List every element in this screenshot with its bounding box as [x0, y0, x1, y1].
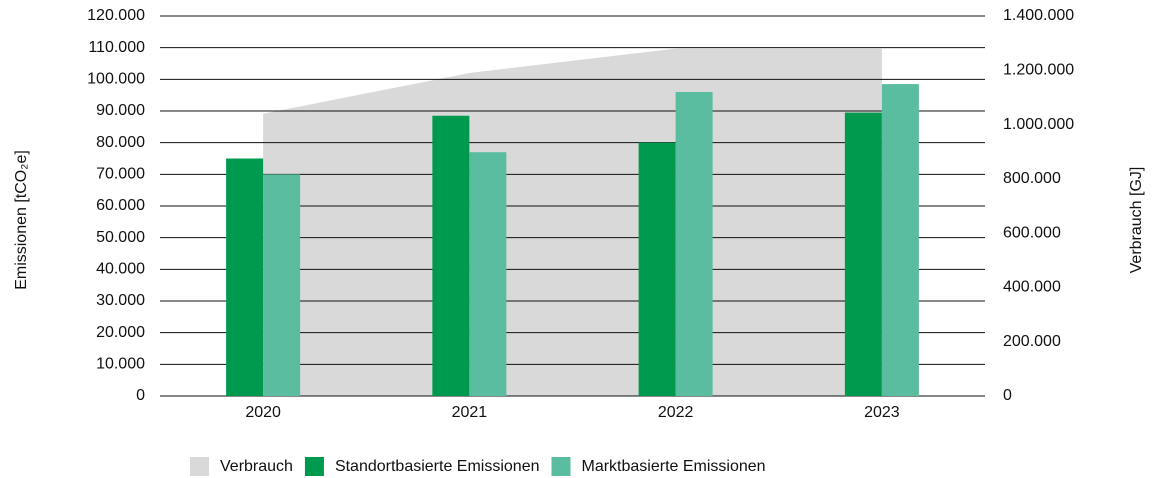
y-tick-label: 50.000	[96, 229, 145, 246]
y-tick-label: 70.000	[96, 166, 145, 183]
x-tick-label: 2021	[452, 404, 488, 421]
y2-tick-label: 400.000	[1003, 279, 1061, 296]
y2-tick-label: 0	[1003, 387, 1012, 404]
legend-swatch	[190, 457, 209, 476]
y2-tick-label: 1.000.000	[1003, 116, 1074, 133]
y-tick-label: 100.000	[87, 71, 145, 88]
x-tick-label: 2020	[245, 404, 281, 421]
y-tick-label: 120.000	[87, 7, 145, 24]
y2-tick-label: 800.000	[1003, 170, 1061, 187]
legend-label: Standortbasierte Emissionen	[335, 458, 540, 475]
bar	[881, 84, 919, 396]
y2-tick-label: 1.400.000	[1003, 7, 1074, 24]
y-tick-label: 10.000	[96, 356, 145, 373]
y2-axis-label: Verbrauch [GJ]	[1128, 167, 1145, 274]
x-tick-label: 2023	[864, 404, 900, 421]
y2-tick-label: 1.200.000	[1003, 62, 1074, 79]
y-tick-label: 20.000	[96, 324, 145, 341]
legend-swatch	[304, 457, 324, 476]
area	[263, 48, 882, 396]
bar	[432, 115, 470, 396]
y2-tick-label: 600.000	[1003, 224, 1061, 241]
y-tick-label: 30.000	[96, 292, 145, 309]
y-tick-label: 110.000	[88, 39, 145, 56]
bar	[638, 142, 676, 396]
y-tick-label: 80.000	[96, 134, 145, 151]
y-tick-label: 60.000	[96, 197, 145, 214]
legend-label: Marktbasierte Emissionen	[582, 458, 766, 475]
y-axis-label: Emissionen [tCO₂e]	[13, 150, 30, 290]
bar	[675, 92, 713, 396]
bar	[469, 152, 507, 396]
bar	[844, 112, 882, 396]
bar	[263, 174, 301, 396]
legend-swatch	[551, 457, 571, 476]
bar	[226, 158, 264, 396]
y-tick-label: 40.000	[96, 261, 145, 278]
legend-label: Verbrauch	[220, 458, 293, 475]
y2-tick-label: 200.000	[1003, 333, 1061, 350]
x-tick-label: 2022	[658, 404, 694, 421]
y-tick-label: 0	[136, 387, 145, 404]
y-tick-label: 90.000	[96, 102, 145, 119]
